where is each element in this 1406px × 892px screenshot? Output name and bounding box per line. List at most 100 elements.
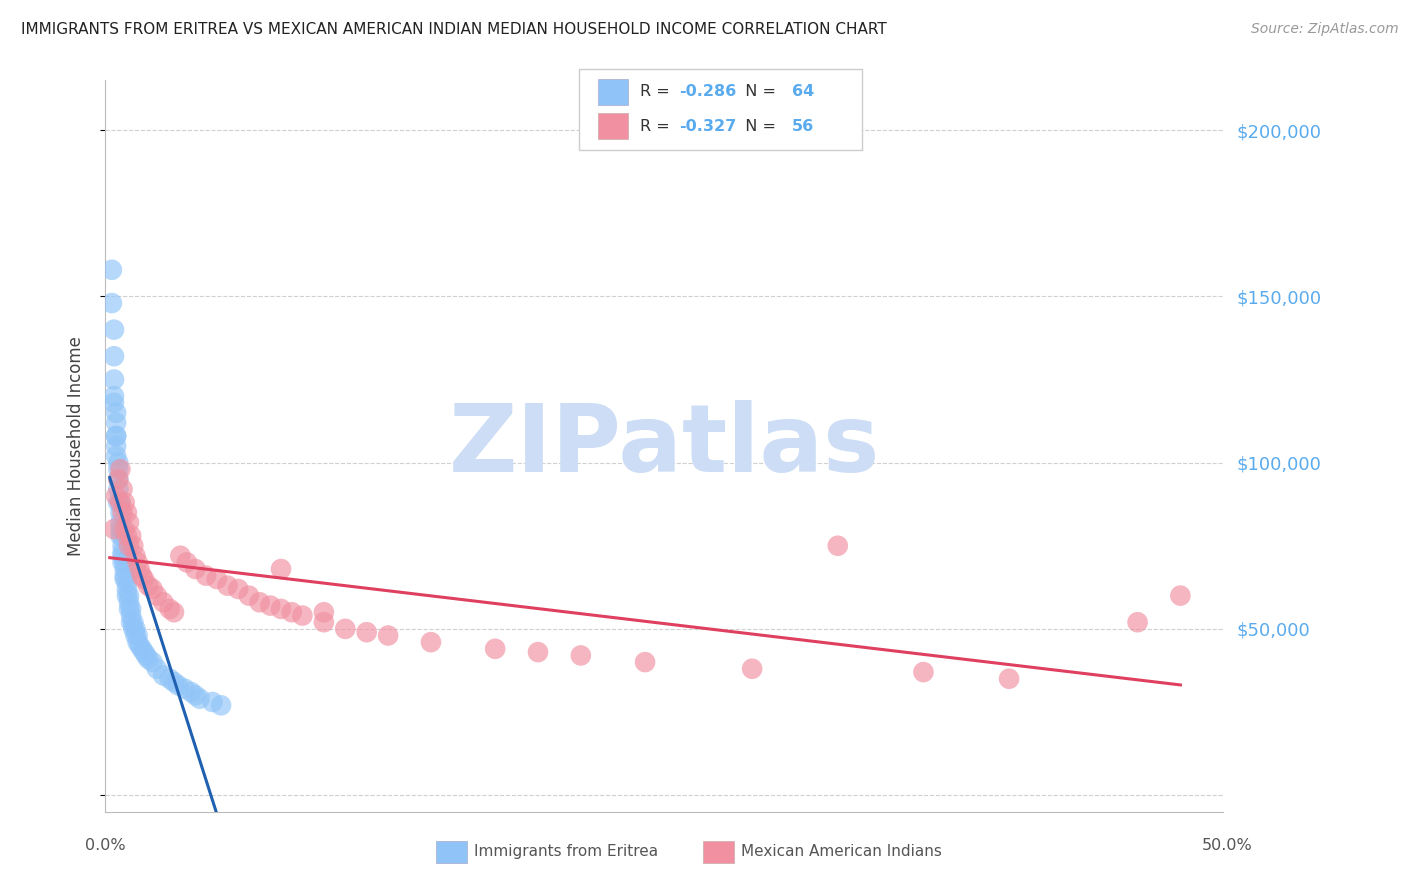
Point: [115, 582, 138, 596]
Point: [419, 635, 441, 649]
Point: [527, 645, 550, 659]
Point: [110, 506, 132, 520]
Text: 56: 56: [792, 119, 814, 134]
Point: [105, 489, 128, 503]
Point: [209, 698, 232, 713]
Point: [107, 482, 129, 496]
Point: [120, 615, 142, 630]
Point: [101, 296, 124, 310]
Point: [127, 555, 149, 569]
Point: [122, 622, 145, 636]
Point: [110, 516, 132, 530]
Text: N =: N =: [735, 85, 782, 99]
Point: [159, 602, 181, 616]
Point: [107, 495, 129, 509]
Point: [163, 675, 186, 690]
Point: [173, 681, 195, 696]
Point: [128, 639, 150, 653]
Point: [110, 529, 132, 543]
Point: [259, 599, 281, 613]
Point: [111, 545, 134, 559]
Point: [105, 439, 128, 453]
Point: [132, 572, 155, 586]
Text: -0.286: -0.286: [679, 85, 737, 99]
Point: [114, 568, 136, 582]
Point: [115, 575, 138, 590]
Point: [569, 648, 592, 663]
Text: Immigrants from Eritrea: Immigrants from Eritrea: [474, 845, 658, 859]
Point: [110, 522, 132, 536]
Point: [184, 562, 207, 576]
Point: [163, 605, 186, 619]
Point: [998, 672, 1021, 686]
Point: [114, 495, 136, 509]
Point: [111, 529, 134, 543]
Point: [107, 472, 129, 486]
Point: [120, 529, 142, 543]
Point: [103, 396, 125, 410]
Point: [205, 572, 228, 586]
Point: [122, 615, 145, 630]
Point: [103, 372, 125, 386]
Point: [124, 622, 146, 636]
Point: [159, 672, 181, 686]
Point: [184, 689, 207, 703]
Point: [136, 579, 159, 593]
Point: [118, 589, 141, 603]
Point: [146, 662, 169, 676]
Point: [111, 539, 134, 553]
Point: [131, 641, 153, 656]
Point: [105, 449, 128, 463]
Text: 50.0%: 50.0%: [1202, 838, 1253, 854]
Point: [201, 695, 224, 709]
Point: [118, 602, 141, 616]
Point: [107, 462, 129, 476]
Point: [114, 522, 136, 536]
Y-axis label: Median Household Income: Median Household Income: [66, 336, 84, 556]
Point: [115, 506, 138, 520]
Point: [291, 608, 314, 623]
Point: [114, 572, 136, 586]
Point: [270, 602, 292, 616]
Text: -0.327: -0.327: [679, 119, 737, 134]
Point: [114, 555, 136, 569]
Point: [136, 652, 159, 666]
Text: R =: R =: [640, 119, 675, 134]
Point: [142, 655, 165, 669]
Point: [105, 429, 128, 443]
Text: N =: N =: [735, 119, 782, 134]
Point: [124, 628, 146, 642]
Point: [120, 608, 142, 623]
Point: [188, 691, 211, 706]
Point: [105, 406, 128, 420]
Point: [118, 595, 141, 609]
Text: 0.0%: 0.0%: [86, 838, 125, 854]
Point: [912, 665, 935, 679]
Point: [128, 562, 150, 576]
Point: [127, 635, 149, 649]
Point: [118, 539, 141, 553]
Point: [101, 262, 124, 277]
Text: Source: ZipAtlas.com: Source: ZipAtlas.com: [1251, 22, 1399, 37]
Point: [152, 668, 174, 682]
Point: [107, 456, 129, 470]
Point: [176, 555, 198, 569]
Text: IMMIGRANTS FROM ERITREA VS MEXICAN AMERICAN INDIAN MEDIAN HOUSEHOLD INCOME CORRE: IMMIGRANTS FROM ERITREA VS MEXICAN AMERI…: [21, 22, 887, 37]
Text: R =: R =: [640, 85, 675, 99]
Point: [132, 645, 155, 659]
Point: [312, 605, 335, 619]
Point: [103, 389, 125, 403]
Point: [135, 648, 157, 663]
Point: [195, 568, 218, 582]
Point: [1170, 589, 1192, 603]
Point: [226, 582, 249, 596]
Point: [105, 429, 128, 443]
Text: ZIPatlas: ZIPatlas: [449, 400, 880, 492]
Point: [238, 589, 260, 603]
Point: [111, 506, 134, 520]
Point: [270, 562, 292, 576]
Point: [122, 539, 145, 553]
Point: [115, 529, 138, 543]
Point: [484, 641, 506, 656]
Point: [103, 349, 125, 363]
